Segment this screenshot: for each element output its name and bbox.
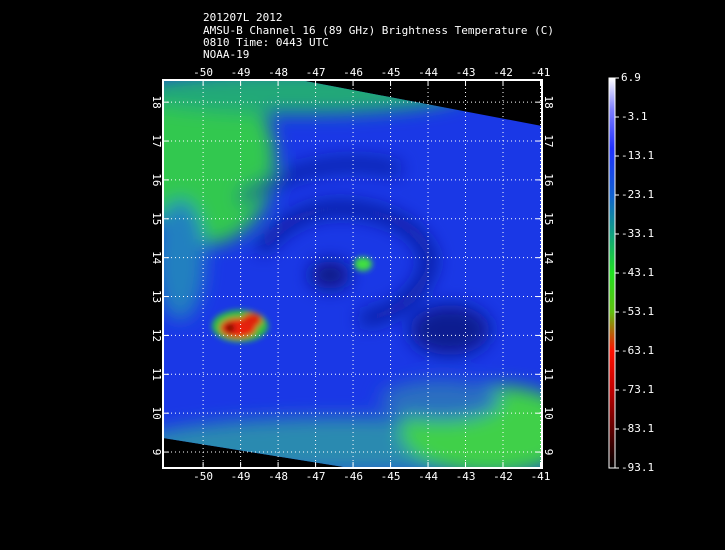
lon-label: -46 bbox=[343, 470, 363, 483]
colorbar-label: -73.1 bbox=[621, 383, 654, 396]
lon-label: -50 bbox=[193, 66, 213, 79]
lon-label: -42 bbox=[493, 470, 513, 483]
lon-label: -44 bbox=[418, 470, 438, 483]
lat-label: 17 bbox=[150, 134, 163, 147]
lon-label: -43 bbox=[456, 66, 476, 79]
lat-label: 16 bbox=[150, 173, 163, 186]
lat-label: 10 bbox=[542, 407, 555, 420]
colorbar-label: -33.1 bbox=[621, 227, 654, 240]
colorbar bbox=[608, 77, 616, 469]
lat-label: 15 bbox=[542, 212, 555, 225]
lon-label: -46 bbox=[343, 66, 363, 79]
lon-label: -48 bbox=[268, 66, 288, 79]
lat-label: 11 bbox=[542, 368, 555, 381]
colorbar-label: -43.1 bbox=[621, 266, 654, 279]
colorbar-label: -53.1 bbox=[621, 305, 654, 318]
colorbar-label: -63.1 bbox=[621, 344, 654, 357]
colorbar-label: -3.1 bbox=[621, 110, 648, 123]
lon-label: -41 bbox=[531, 66, 551, 79]
lon-label: -49 bbox=[231, 470, 251, 483]
lat-label: 12 bbox=[150, 329, 163, 342]
lon-label: -45 bbox=[381, 470, 401, 483]
lat-label: 10 bbox=[150, 407, 163, 420]
lon-label: -47 bbox=[306, 66, 326, 79]
colorbar-label: 6.9 bbox=[621, 71, 641, 84]
colorbar-label: -93.1 bbox=[621, 461, 654, 474]
lat-label: 18 bbox=[542, 96, 555, 109]
title-line: NOAA-19 bbox=[203, 48, 249, 61]
title: 201207L 2012 AMSU-B Channel 16 (89 GHz) … bbox=[203, 11, 554, 61]
lon-label: -47 bbox=[306, 470, 326, 483]
lat-label: 14 bbox=[150, 251, 163, 265]
lat-label: 17 bbox=[542, 134, 555, 147]
lat-label: 13 bbox=[542, 290, 555, 303]
lon-label: -42 bbox=[493, 66, 513, 79]
colorbar-label: -83.1 bbox=[621, 422, 654, 435]
lon-label: -50 bbox=[193, 470, 213, 483]
map-frame bbox=[162, 79, 543, 469]
lon-label: -43 bbox=[456, 470, 476, 483]
lat-label: 9 bbox=[150, 449, 163, 456]
lon-label: -48 bbox=[268, 470, 288, 483]
title-line: AMSU-B Channel 16 (89 GHz) Brightness Te… bbox=[203, 24, 554, 37]
lon-label: -44 bbox=[418, 66, 438, 79]
lon-label: -45 bbox=[381, 66, 401, 79]
lat-label: 15 bbox=[150, 212, 163, 225]
lat-label: 18 bbox=[150, 96, 163, 109]
colorbar-label: -23.1 bbox=[621, 188, 654, 201]
lat-label: 13 bbox=[150, 290, 163, 303]
lon-label: -49 bbox=[231, 66, 251, 79]
lat-label: 11 bbox=[150, 368, 163, 381]
lon-label: -41 bbox=[531, 470, 551, 483]
lat-label: 16 bbox=[542, 173, 555, 186]
title-line: 0810 Time: 0443 UTC bbox=[203, 36, 329, 49]
lat-label: 14 bbox=[542, 251, 555, 265]
colorbar-label: -13.1 bbox=[621, 149, 654, 162]
colorbar-axis: 6.9 -3.1 -13.1 -23.1 -33.1 -43.1 -53.1 -63.1 -73… bbox=[615, 71, 654, 474]
lat-label: 9 bbox=[542, 449, 555, 456]
map-axes: -50 -50 -49 -49 -48 -48 -47 -47 -46 -46 -45 -45 -44 -… bbox=[150, 66, 555, 483]
title-line: 201207L 2012 bbox=[203, 11, 282, 24]
brightness-image bbox=[163, 80, 542, 468]
lat-label: 12 bbox=[542, 329, 555, 342]
